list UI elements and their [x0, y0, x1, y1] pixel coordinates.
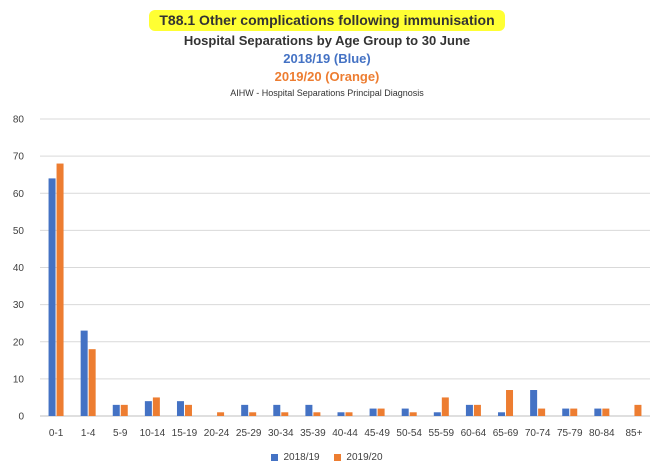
bar-2019-20-85+: [634, 404, 642, 416]
bar-2018-19-55-59: [433, 412, 441, 416]
legend-item-2019-20: 2019/20: [334, 452, 383, 463]
bar-2019-20-65-69: [506, 390, 514, 416]
x-tick-label: 85+: [625, 428, 642, 439]
legend-label-2018-19: 2018/19: [283, 452, 320, 463]
chart-subtitle: Hospital Separations by Age Group to 30 …: [183, 33, 471, 48]
bar-2018-19-45-49: [369, 408, 377, 416]
bar-2018-19-60-64: [465, 404, 473, 416]
bar-2018-19-1-4: [80, 330, 88, 416]
bar-2018-19-70-74: [530, 390, 538, 416]
bar-2019-20-40-44: [345, 412, 353, 416]
bar-2019-20-80-84: [602, 408, 610, 416]
legend: 2018/19 2019/20: [0, 452, 654, 464]
bar-2018-19-80-84: [594, 408, 602, 416]
bar-2019-20-5-9: [120, 404, 128, 416]
chart-title: T88.1 Other complications following immu…: [149, 10, 505, 31]
x-tick-label: 70-74: [525, 428, 551, 439]
bar-2019-20-0-1: [56, 163, 64, 416]
x-tick-label: 10-14: [140, 428, 166, 439]
bar-2018-19-15-19: [176, 401, 184, 416]
x-tick-label: 60-64: [461, 428, 487, 439]
bar-2018-19-65-69: [498, 412, 506, 416]
series-note-orange: 2019/20 (Orange): [274, 69, 380, 84]
bar-2019-20-35-39: [313, 412, 321, 416]
bar-2019-20-30-34: [281, 412, 289, 416]
x-tick-label: 80-84: [589, 428, 615, 439]
y-tick-label: 0: [18, 412, 24, 423]
legend-swatch-blue: [271, 454, 279, 461]
bar-2018-19-5-9: [112, 404, 120, 416]
x-tick-label: 1-4: [81, 428, 96, 439]
bar-2019-20-1-4: [88, 349, 96, 416]
y-tick-label: 50: [13, 226, 25, 237]
legend-swatch-orange: [334, 454, 342, 461]
chart-titles: T88.1 Other complications following immu…: [0, 10, 654, 98]
x-tick-label: 65-69: [493, 428, 519, 439]
x-tick-label: 20-24: [204, 428, 230, 439]
bar-2019-20-25-29: [249, 412, 257, 416]
bar-2019-20-70-74: [538, 408, 546, 416]
x-tick-label: 25-29: [236, 428, 262, 439]
bar-2019-20-15-19: [184, 404, 192, 416]
y-tick-label: 10: [13, 374, 25, 385]
bar-2018-19-10-14: [144, 401, 152, 416]
y-tick-label: 20: [13, 337, 25, 348]
chart-source: AIHW - Hospital Separations Principal Di…: [230, 88, 424, 98]
bar-2018-19-50-54: [401, 408, 409, 416]
x-tick-label: 0-1: [49, 428, 64, 439]
bar-2019-20-45-49: [377, 408, 385, 416]
bar-2019-20-55-59: [441, 397, 449, 416]
y-tick-label: 70: [13, 152, 25, 163]
y-tick-label: 40: [13, 263, 25, 274]
x-tick-label: 30-34: [268, 428, 294, 439]
y-tick-label: 80: [13, 115, 25, 126]
x-tick-label: 35-39: [300, 428, 326, 439]
y-tick-label: 30: [13, 300, 25, 311]
legend-item-2018-19: 2018/19: [271, 452, 320, 463]
bar-2018-19-40-44: [337, 412, 345, 416]
bar-2019-20-10-14: [152, 397, 160, 416]
x-tick-label: 75-79: [557, 428, 583, 439]
bar-2018-19-25-29: [241, 404, 249, 416]
bar-2019-20-20-24: [217, 412, 225, 416]
bar-2019-20-50-54: [409, 412, 417, 416]
x-tick-label: 5-9: [113, 428, 128, 439]
bar-2018-19-30-34: [273, 404, 281, 416]
y-tick-label: 60: [13, 189, 25, 200]
bar-2018-19-0-1: [48, 178, 56, 416]
bar-2018-19-35-39: [305, 404, 313, 416]
series-note-blue: 2018/19 (Blue): [283, 51, 371, 66]
x-tick-label: 50-54: [396, 428, 422, 439]
x-tick-label: 15-19: [172, 428, 198, 439]
x-tick-label: 45-49: [364, 428, 390, 439]
bar-2018-19-75-79: [562, 408, 570, 416]
x-tick-label: 40-44: [332, 428, 358, 439]
bar-2019-20-60-64: [473, 404, 481, 416]
x-tick-label: 55-59: [429, 428, 455, 439]
legend-label-2019-20: 2019/20: [346, 452, 383, 463]
bar-2019-20-75-79: [570, 408, 578, 416]
